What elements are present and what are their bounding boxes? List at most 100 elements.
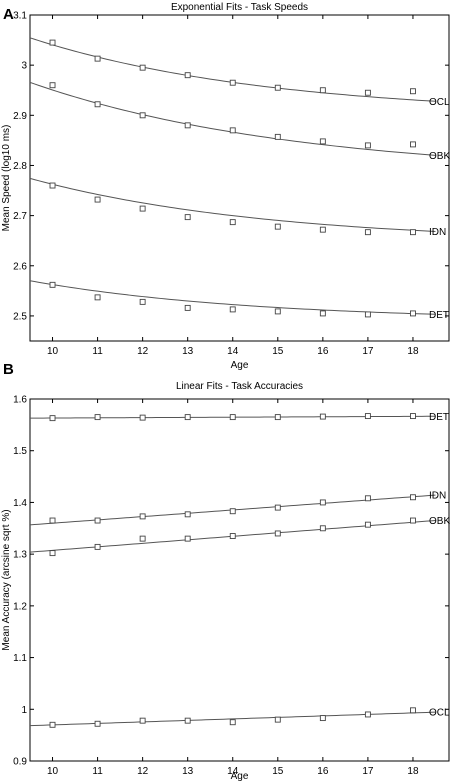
data-point <box>274 414 281 421</box>
data-point <box>410 88 416 95</box>
data-point <box>49 39 56 46</box>
x-axis-label: Age <box>231 360 249 371</box>
series-label: IDN <box>429 491 446 502</box>
data-point <box>139 112 146 119</box>
data-point <box>184 304 191 311</box>
y-tick-label: 2.8 <box>13 161 27 172</box>
panel-a: A Exponential Fits - Task Speeds 10 11 12 13 1… <box>1 2 450 371</box>
y-tick-label: 3.1 <box>13 11 27 22</box>
y-tick-label: 1.5 <box>13 446 27 457</box>
series-label: OCL <box>429 97 450 108</box>
x-axis-label: Age <box>231 771 249 782</box>
data-point <box>410 229 416 236</box>
data-point <box>364 142 371 149</box>
series-ocl: OCL <box>29 707 450 728</box>
x-tick-label: 14 <box>227 766 239 777</box>
series-ocl: OCL <box>29 37 450 108</box>
data-point <box>94 543 101 550</box>
y-tick-label: 2.5 <box>13 311 27 322</box>
data-point <box>364 495 371 502</box>
data-point <box>319 226 326 233</box>
series-idn: IDN <box>29 491 446 526</box>
series-label: DET <box>429 412 449 423</box>
data-point <box>139 205 146 212</box>
data-point <box>49 550 56 557</box>
y-tick-label: 2.9 <box>13 111 27 122</box>
data-point <box>364 311 371 318</box>
data-point <box>229 127 236 134</box>
data-point <box>139 535 146 542</box>
data-point <box>319 413 326 420</box>
data-point <box>274 716 281 723</box>
data-point <box>49 721 56 728</box>
x-tick-label: 15 <box>272 346 284 357</box>
fit-line <box>29 177 436 232</box>
data-point <box>49 415 56 422</box>
x-tick-label: 16 <box>317 766 329 777</box>
chart-title: Linear Fits - Task Accuracies <box>176 381 303 392</box>
x-tick-label: 10 <box>47 766 59 777</box>
data-point <box>274 223 281 230</box>
data-point <box>410 310 416 317</box>
x-tick-label: 17 <box>362 346 374 357</box>
data-point <box>184 414 191 421</box>
x-tick-label: 11 <box>92 346 103 357</box>
series-label: OBK <box>429 516 450 527</box>
data-point <box>274 504 281 511</box>
data-point <box>184 72 191 79</box>
data-point <box>274 84 281 91</box>
y-tick-label: 2.7 <box>13 211 27 222</box>
x-tick-label: 18 <box>407 346 419 357</box>
series-label: IDN <box>429 227 446 238</box>
y-tick-label: 1.6 <box>13 395 27 406</box>
series-det: DET <box>29 280 449 321</box>
fit-line <box>29 81 436 156</box>
data-point <box>49 182 56 189</box>
fit-line <box>29 37 436 102</box>
x-tick-label: 13 <box>182 766 194 777</box>
panel-letter: B <box>3 361 14 378</box>
x-tick-label: 11 <box>92 766 103 777</box>
data-point <box>94 196 101 203</box>
data-point <box>139 513 146 520</box>
data-point <box>319 525 326 532</box>
data-point <box>49 82 56 89</box>
data-point <box>184 122 191 129</box>
data-point <box>94 294 101 301</box>
data-point <box>139 64 146 71</box>
data-point <box>94 720 101 727</box>
y-tick-label: 1.2 <box>13 601 27 612</box>
series-obk: OBK <box>29 516 450 557</box>
data-point <box>410 413 416 420</box>
y-tick-label: 3 <box>21 61 27 72</box>
data-point <box>94 55 101 62</box>
data-point <box>49 281 56 288</box>
data-point <box>274 530 281 537</box>
series-obk: OBK <box>29 81 450 162</box>
data-point <box>364 711 371 718</box>
data-point <box>364 521 371 528</box>
data-point <box>229 719 236 726</box>
y-tick-label: 1.1 <box>13 653 27 664</box>
series-label: DET <box>429 310 449 321</box>
data-point <box>94 101 101 108</box>
panel-letter: A <box>3 6 14 23</box>
data-point <box>319 87 326 94</box>
plot-frame <box>29 14 450 342</box>
x-tick-label: 15 <box>272 766 284 777</box>
data-point <box>274 308 281 315</box>
x-tick-label: 12 <box>137 346 149 357</box>
data-point <box>94 517 101 524</box>
y-tick-label: 1 <box>21 705 27 716</box>
x-tick-label: 17 <box>362 766 374 777</box>
data-point <box>319 499 326 506</box>
y-tick-label: 2.6 <box>13 261 27 272</box>
data-point <box>274 133 281 140</box>
data-point <box>229 79 236 86</box>
data-point <box>49 517 56 524</box>
data-point <box>410 707 416 714</box>
data-point <box>319 138 326 145</box>
series-label: OBK <box>429 151 450 162</box>
x-tick-label: 12 <box>137 766 149 777</box>
